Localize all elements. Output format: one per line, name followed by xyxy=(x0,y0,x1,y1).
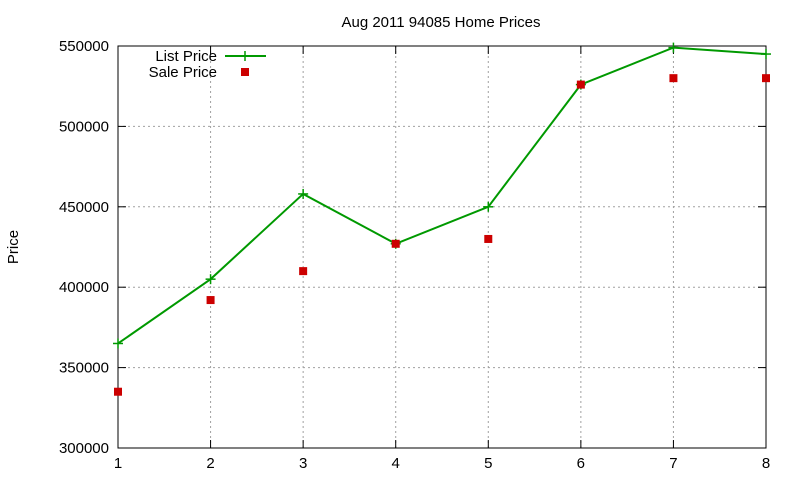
y-tick-label: 450000 xyxy=(59,199,109,216)
x-tick-label: 1 xyxy=(114,455,122,472)
list-price-point xyxy=(298,188,309,199)
list-price-point xyxy=(761,49,771,60)
x-tick-label: 4 xyxy=(392,455,400,472)
sale-price-point xyxy=(299,267,308,276)
sale-price-point xyxy=(114,387,122,396)
sale-price-point xyxy=(576,80,585,89)
sale-price-point xyxy=(484,234,493,243)
x-tick-label: 2 xyxy=(206,455,214,472)
x-tick-label: 5 xyxy=(484,455,492,472)
x-tick-label: 7 xyxy=(669,455,677,472)
legend-marker-sale-price xyxy=(241,68,249,76)
series-group xyxy=(113,42,771,396)
sale-price-point xyxy=(762,74,770,83)
y-tick-label: 550000 xyxy=(59,38,109,55)
x-tick-label: 8 xyxy=(762,455,770,472)
list-price-point xyxy=(483,201,494,212)
sale-price-point xyxy=(669,74,678,83)
legend-marker-list-price xyxy=(240,51,250,61)
gridlines xyxy=(118,46,766,448)
y-tick-label: 400000 xyxy=(59,279,109,296)
y-axis-label: Price xyxy=(5,230,22,264)
x-tick-label: 3 xyxy=(299,455,307,472)
list-price-point xyxy=(205,274,216,285)
axes: 300000 350000 400000 450000 500000 550000 1 2 3 4… xyxy=(59,38,770,472)
list-price-point xyxy=(113,338,123,349)
legend-label-list-price: List Price xyxy=(155,48,217,65)
sale-price-point xyxy=(391,239,400,248)
list-price-line xyxy=(117,46,767,345)
sale-price-point xyxy=(206,296,215,305)
list-price-point xyxy=(668,42,679,53)
chart-title: Aug 2011 94085 Home Prices xyxy=(341,14,540,31)
x-tick-label: 6 xyxy=(577,455,585,472)
y-tick-label: 500000 xyxy=(59,118,109,135)
y-tick-label: 300000 xyxy=(59,440,109,457)
plot-frame xyxy=(117,45,767,449)
legend-label-sale-price: Sale Price xyxy=(149,64,217,81)
y-tick-label: 350000 xyxy=(59,360,109,377)
